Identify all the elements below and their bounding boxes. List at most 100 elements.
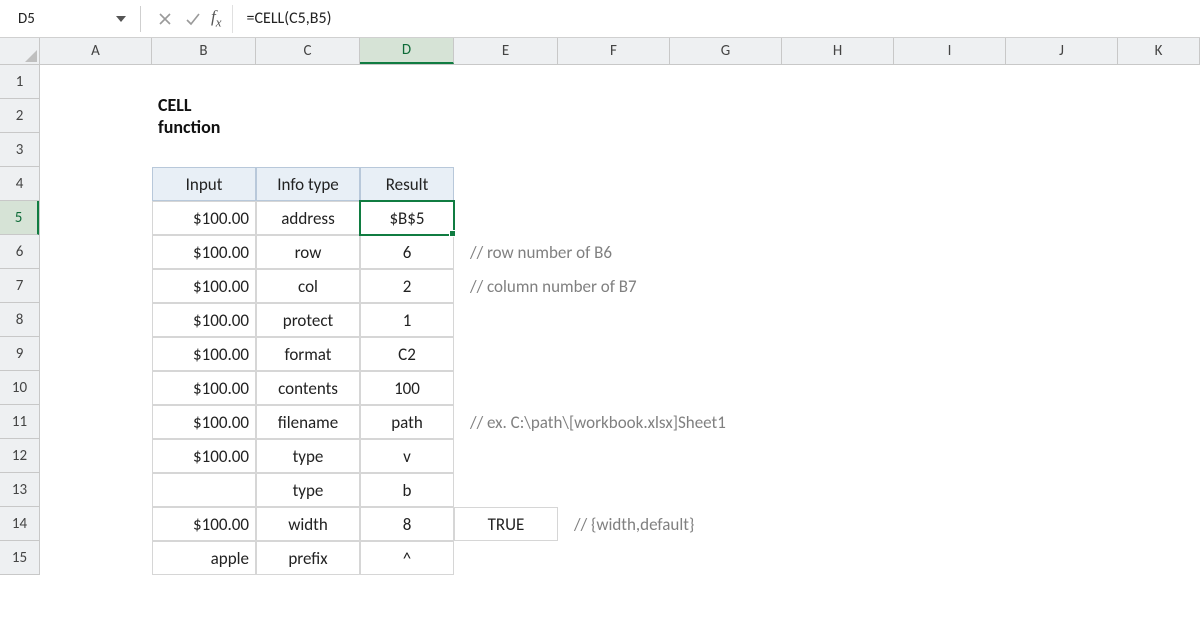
select-all-corner[interactable] <box>0 38 40 65</box>
cell-A2[interactable] <box>40 99 152 133</box>
cell-E6[interactable]: // row number of B6 <box>454 235 558 269</box>
row-headers[interactable]: 123456789101112131415 <box>0 65 40 575</box>
cell-I7[interactable] <box>894 269 1006 303</box>
cell-D4[interactable]: Result <box>360 167 454 201</box>
cell-E14[interactable]: TRUE <box>454 507 558 541</box>
cell-C11[interactable]: filename <box>256 405 360 439</box>
cell-G12[interactable] <box>670 439 782 473</box>
cell-E12[interactable] <box>454 439 558 473</box>
row-header-14[interactable]: 14 <box>0 507 39 541</box>
cell-J13[interactable] <box>1006 473 1118 507</box>
cell-H11[interactable] <box>782 405 894 439</box>
row-header-3[interactable]: 3 <box>0 133 39 167</box>
column-header-C[interactable]: C <box>256 38 360 64</box>
cell-D5[interactable]: $B$5 <box>360 201 454 235</box>
cell-A12[interactable] <box>40 439 152 473</box>
cell-I5[interactable] <box>894 201 1006 235</box>
cell-C8[interactable]: protect <box>256 303 360 337</box>
cell-C2[interactable] <box>256 99 360 133</box>
cell-J12[interactable] <box>1006 439 1118 473</box>
column-header-B[interactable]: B <box>152 38 256 64</box>
cell-I8[interactable] <box>894 303 1006 337</box>
cell-H8[interactable] <box>782 303 894 337</box>
cell-K3[interactable] <box>1118 133 1200 167</box>
cell-I12[interactable] <box>894 439 1006 473</box>
cell-C12[interactable]: type <box>256 439 360 473</box>
cell-K4[interactable] <box>1118 167 1200 201</box>
cell-I1[interactable] <box>894 65 1006 99</box>
cell-J2[interactable] <box>1006 99 1118 133</box>
row-header-12[interactable]: 12 <box>0 439 39 473</box>
cell-J6[interactable] <box>1006 235 1118 269</box>
cell-D15[interactable]: ^ <box>360 541 454 575</box>
cell-I11[interactable] <box>894 405 1006 439</box>
enter-button[interactable] <box>179 5 207 33</box>
cell-K9[interactable] <box>1118 337 1200 371</box>
column-header-F[interactable]: F <box>558 38 670 64</box>
cell-E9[interactable] <box>454 337 558 371</box>
column-header-I[interactable]: I <box>894 38 1006 64</box>
cell-F3[interactable] <box>558 133 670 167</box>
cell-J5[interactable] <box>1006 201 1118 235</box>
cancel-button[interactable] <box>151 5 179 33</box>
cell-K2[interactable] <box>1118 99 1200 133</box>
cell-B4[interactable]: Input <box>152 167 256 201</box>
cell-G8[interactable] <box>670 303 782 337</box>
cell-F8[interactable] <box>558 303 670 337</box>
cell-A7[interactable] <box>40 269 152 303</box>
name-box[interactable]: D5 <box>8 5 136 33</box>
column-header-E[interactable]: E <box>454 38 558 64</box>
cell-G2[interactable] <box>670 99 782 133</box>
cell-A10[interactable] <box>40 371 152 405</box>
row-header-5[interactable]: 5 <box>0 201 39 235</box>
cell-A4[interactable] <box>40 167 152 201</box>
cell-I2[interactable] <box>894 99 1006 133</box>
cell-I9[interactable] <box>894 337 1006 371</box>
fill-handle[interactable] <box>449 230 456 237</box>
row-header-13[interactable]: 13 <box>0 473 39 507</box>
cell-D10[interactable]: 100 <box>360 371 454 405</box>
cell-A6[interactable] <box>40 235 152 269</box>
cell-E10[interactable] <box>454 371 558 405</box>
cell-F13[interactable] <box>558 473 670 507</box>
cell-E8[interactable] <box>454 303 558 337</box>
cell-E13[interactable] <box>454 473 558 507</box>
cell-A9[interactable] <box>40 337 152 371</box>
column-header-K[interactable]: K <box>1118 38 1200 64</box>
column-header-A[interactable]: A <box>40 38 152 64</box>
cell-G14[interactable] <box>670 507 782 541</box>
cell-K12[interactable] <box>1118 439 1200 473</box>
cell-B15[interactable]: apple <box>152 541 256 575</box>
cell-G15[interactable] <box>670 541 782 575</box>
cell-E5[interactable] <box>454 201 558 235</box>
column-header-G[interactable]: G <box>670 38 782 64</box>
cell-E7[interactable]: // column number of B7 <box>454 269 558 303</box>
cell-H6[interactable] <box>782 235 894 269</box>
cell-E11[interactable]: // ex. C:\path\[workbook.xlsx]Sheet1 <box>454 405 558 439</box>
column-header-D[interactable]: D <box>360 38 454 64</box>
cell-H4[interactable] <box>782 167 894 201</box>
column-headers[interactable]: ABCDEFGHIJK <box>40 38 1200 65</box>
spreadsheet-grid[interactable]: ABCDEFGHIJK 123456789101112131415 CELL f… <box>0 38 1200 630</box>
cell-J9[interactable] <box>1006 337 1118 371</box>
cell-G5[interactable] <box>670 201 782 235</box>
cell-H5[interactable] <box>782 201 894 235</box>
cell-D14[interactable]: 8 <box>360 507 454 541</box>
cell-B6[interactable]: $100.00 <box>152 235 256 269</box>
cell-G10[interactable] <box>670 371 782 405</box>
cell-A3[interactable] <box>40 133 152 167</box>
cell-K1[interactable] <box>1118 65 1200 99</box>
cell-A1[interactable] <box>40 65 152 99</box>
cell-J11[interactable] <box>1006 405 1118 439</box>
column-header-J[interactable]: J <box>1006 38 1118 64</box>
cell-J4[interactable] <box>1006 167 1118 201</box>
cell-D9[interactable]: C2 <box>360 337 454 371</box>
formula-input[interactable]: =CELL(C5,B5) <box>232 5 1200 33</box>
cell-H15[interactable] <box>782 541 894 575</box>
cell-K8[interactable] <box>1118 303 1200 337</box>
cell-D12[interactable]: v <box>360 439 454 473</box>
cell-D7[interactable]: 2 <box>360 269 454 303</box>
cell-F2[interactable] <box>558 99 670 133</box>
cell-A13[interactable] <box>40 473 152 507</box>
cell-I14[interactable] <box>894 507 1006 541</box>
